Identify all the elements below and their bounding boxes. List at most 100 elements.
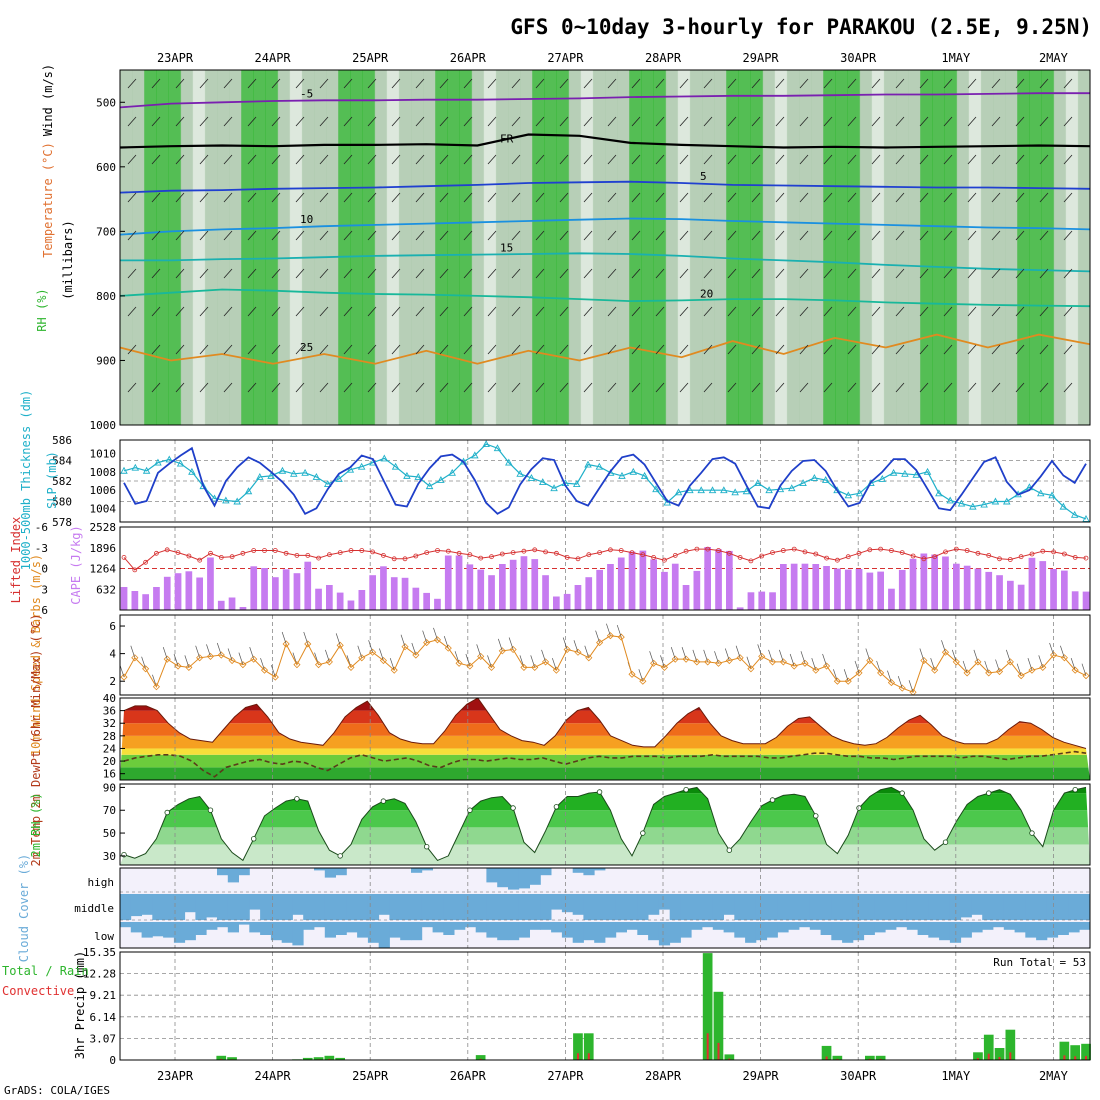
wind-barb (991, 344, 1001, 355)
wind-barb (727, 154, 737, 165)
wind-barb (175, 382, 185, 393)
run-total-label: Run Total = 53 (993, 956, 1086, 969)
rh-point (640, 830, 646, 836)
wind-barb (415, 192, 425, 203)
wind-barb (655, 382, 665, 393)
cloud-cover-bar (572, 894, 584, 915)
temperature-tick-label: 20 (103, 755, 116, 768)
wind-barb (463, 230, 473, 241)
lifted-index-point (175, 550, 181, 555)
cloud-cover-bar (141, 894, 153, 915)
wind-barb (487, 116, 497, 127)
wind-barb (559, 116, 569, 127)
wind-barb (295, 382, 305, 393)
wind-barb (247, 306, 257, 317)
pressure-tick-label: 900 (96, 354, 116, 367)
lifted-index-point (143, 559, 149, 565)
wind-barb (415, 230, 425, 241)
top-date-label: 2MAY (1039, 51, 1069, 65)
precip-convective-bar (577, 1053, 579, 1060)
slp-line (123, 446, 1087, 515)
cape-bar (801, 563, 809, 610)
wind-barb (943, 154, 953, 165)
cape-bar (185, 571, 193, 610)
wind-barb (367, 382, 377, 393)
cloud-cover-bar (1046, 894, 1059, 920)
rh-point (856, 805, 862, 811)
wind-barb (260, 658, 265, 671)
wind-barb (415, 344, 425, 355)
lifted-index-point (153, 550, 159, 556)
cape-bar (715, 549, 722, 610)
rh-column (726, 70, 739, 425)
cape-bar (293, 573, 301, 610)
cloud-cover-bar (971, 922, 983, 933)
wind-barb (271, 230, 281, 241)
wind-barb (751, 306, 761, 317)
wind-barb (823, 78, 833, 89)
rh-point (813, 813, 819, 819)
cloud-cover-bar (508, 894, 520, 920)
wind-barb (823, 154, 833, 165)
rh-column (532, 70, 545, 425)
isotherm-line (119, 133, 1091, 149)
precip-total-bar (583, 1033, 594, 1060)
wind-barb (175, 268, 185, 279)
thickness-point (833, 486, 841, 494)
lifted-index-point (208, 550, 213, 556)
rh-point (164, 809, 170, 816)
cloud-cover-bar (626, 922, 638, 930)
wind-barb (799, 116, 809, 127)
wind-barb (775, 78, 785, 89)
rh-column (556, 70, 570, 425)
cloud-cover-bar (270, 922, 283, 941)
cape-bar (747, 592, 755, 610)
wind-barb (822, 653, 827, 667)
temperature-tick-label: 16 (103, 768, 116, 781)
wind-barb (991, 154, 1001, 165)
cape-bar (780, 564, 787, 610)
wind-speed-point (390, 666, 398, 674)
wind-barb (991, 382, 1001, 393)
wind-barb (535, 230, 545, 241)
wind-barb (583, 306, 593, 317)
wind-barb (476, 644, 482, 657)
wind-barb (487, 230, 497, 241)
cloud-cover-bar (346, 894, 358, 920)
wind-speed-point (1050, 651, 1058, 659)
wind-barb (223, 268, 233, 279)
wind-barb (127, 230, 137, 241)
wind-barb (195, 645, 200, 658)
wind-barb (799, 306, 809, 317)
wind-barb (151, 192, 161, 203)
precip-convective-bar (879, 1058, 882, 1060)
panel-slp-thickness: 586 584 582 580 578 1010 1008 1006 1004 1000-500m… (19, 390, 1091, 570)
cloud-cover-bar (292, 922, 304, 946)
cloud-cover-bar (1046, 922, 1059, 938)
cape-bar (974, 568, 982, 610)
cloud-cover-bar (400, 922, 412, 941)
wind-barb (1060, 645, 1065, 658)
wind-barb (271, 78, 281, 89)
wind-barb (871, 268, 881, 279)
cloud-cover-bar (1003, 894, 1015, 920)
wind-barb (223, 306, 233, 317)
rh-point (769, 797, 776, 803)
lifted-tick-label: 6 (41, 604, 48, 617)
rh-column (132, 70, 145, 425)
wind-barb (1039, 154, 1049, 165)
wind-frame (119, 614, 1091, 696)
cloud-cover-bar (993, 894, 1005, 920)
wind-barb (319, 192, 329, 203)
cloud-cover-bar (572, 868, 584, 873)
wind-barb (919, 78, 929, 89)
temperature-axis-label: Temperature (°C) (41, 142, 55, 258)
wind-barb (175, 344, 185, 355)
wind-barb (871, 78, 881, 89)
wind-barb (463, 382, 473, 393)
top-date-label: 24APR (255, 51, 292, 65)
cloud-cover-bar (896, 894, 908, 920)
wind-barb (487, 154, 497, 165)
bottom-date-label: 27APR (547, 1069, 584, 1083)
wind-barb (751, 192, 761, 203)
